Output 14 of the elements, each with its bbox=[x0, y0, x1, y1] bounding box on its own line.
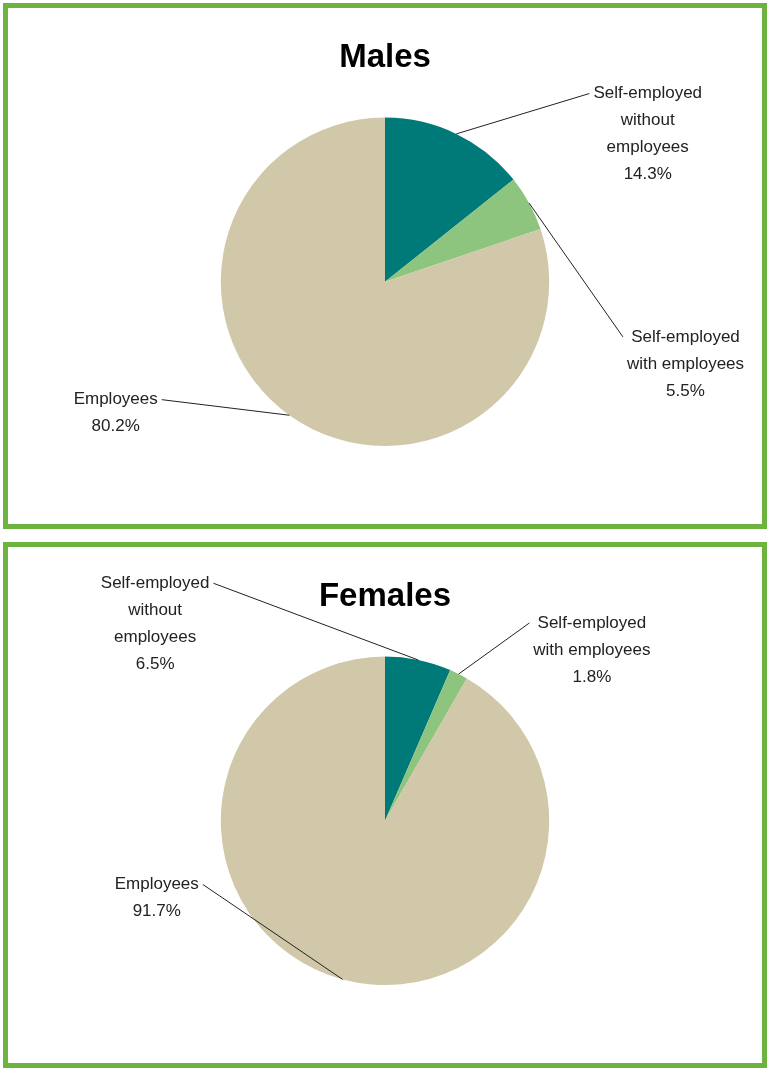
data-label: 5.5% bbox=[666, 380, 705, 400]
data-label: 1.8% bbox=[572, 666, 612, 686]
data-label: 91.7% bbox=[132, 901, 181, 921]
chart-title: Males bbox=[339, 36, 431, 74]
slice-label: Self-employed with employees bbox=[532, 612, 651, 659]
data-label: 14.3% bbox=[623, 164, 672, 184]
slice-label: Employees bbox=[73, 389, 158, 409]
slice-label: Self-employed without employees bbox=[100, 572, 210, 646]
slice-label: Self-employed without employees bbox=[593, 83, 703, 157]
slice-label: Self-employed with employees bbox=[625, 326, 745, 373]
slice-label: Employees bbox=[114, 874, 199, 894]
data-label: 6.5% bbox=[135, 653, 175, 673]
data-label: 80.2% bbox=[91, 416, 140, 436]
chart-title: Females bbox=[318, 575, 452, 613]
